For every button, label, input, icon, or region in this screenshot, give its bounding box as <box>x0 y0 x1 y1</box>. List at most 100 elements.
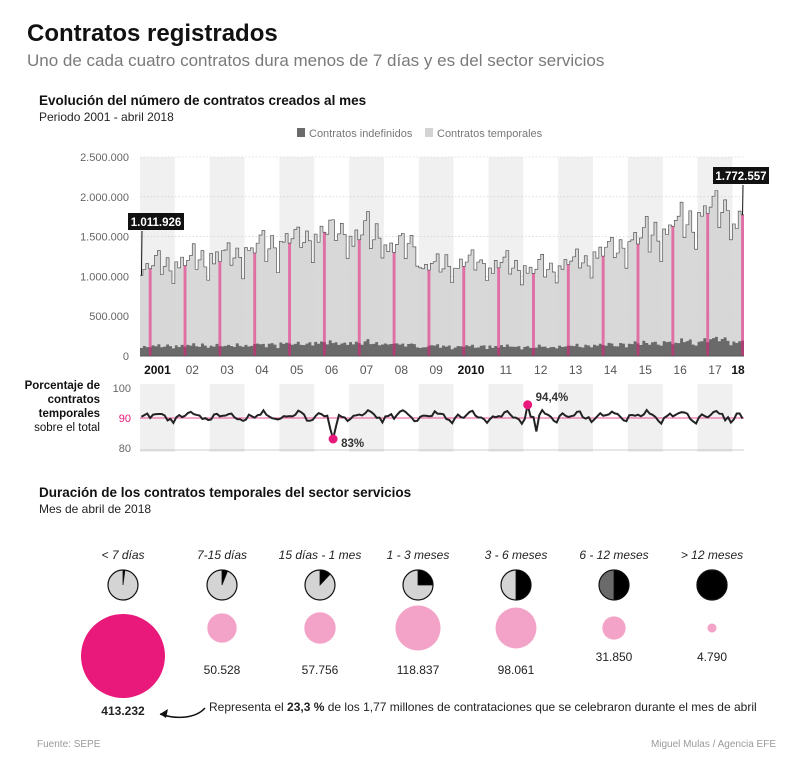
year-label: 14 <box>604 363 618 377</box>
annotation-box <box>128 213 184 230</box>
percentage-label: sobre el total <box>34 422 100 434</box>
year-label: 02 <box>186 363 200 377</box>
april-bar <box>288 243 291 356</box>
annotation-label: 1.011.926 <box>131 217 182 229</box>
value-bubble <box>304 612 336 644</box>
april-bar <box>148 268 152 356</box>
chart-subtitle-month: Mes de abril de 2018 <box>39 502 152 516</box>
value-bubble <box>395 605 441 651</box>
april-bar <box>532 273 535 356</box>
value-label: 50.528 <box>204 663 241 677</box>
value-bubble <box>602 616 626 640</box>
duration-bubbles-chart: < 7 días 413.232 7-15 días 50.528 15 días - … <box>81 548 757 719</box>
year-label: 03 <box>220 363 234 377</box>
year-label: 13 <box>569 363 583 377</box>
pie-slice <box>613 569 630 601</box>
min-marker <box>328 434 338 444</box>
y-tick-label: 0 <box>123 351 129 363</box>
legend-swatch <box>425 128 433 137</box>
april-bar <box>253 252 257 356</box>
value-bubble <box>81 614 165 698</box>
max-label: 94,4% <box>536 392 569 404</box>
value-label: 118.837 <box>397 663 440 677</box>
chart-subtitle-period: Periodo 2001 - abril 2018 <box>39 110 174 124</box>
annotation-box <box>713 167 769 184</box>
note-text-bold: 23,3 % <box>287 700 325 714</box>
y-tick-label: 1.500.000 <box>80 232 129 244</box>
april-bar <box>322 232 326 356</box>
pie-slice <box>417 569 434 586</box>
april-bar <box>462 266 466 356</box>
annotation-leader <box>140 230 143 276</box>
y-tick-label: 500.000 <box>89 311 129 323</box>
pie-slice <box>221 569 229 586</box>
pct-tick-label: 80 <box>119 443 131 455</box>
april-bar <box>706 213 710 356</box>
pct-tick-label: 90 <box>119 413 131 425</box>
percentage-label: Porcentaje de <box>25 380 100 392</box>
year-label: 04 <box>255 363 269 377</box>
year-label: 16 <box>673 363 687 377</box>
april-bar <box>566 264 570 356</box>
total-outline <box>140 190 744 286</box>
pie-slice <box>696 569 728 601</box>
duration-category: 7-15 días <box>197 548 247 562</box>
year-label: 2001 <box>144 363 171 377</box>
year-label: 12 <box>534 363 548 377</box>
year-label: 18 <box>731 363 745 377</box>
note-text-part: de los 1,77 millones de contrataciones q… <box>324 700 756 714</box>
y-tick-label: 2.000.000 <box>80 192 129 204</box>
value-label: 31.850 <box>596 650 633 664</box>
max-marker <box>523 400 533 410</box>
value-label: 57.756 <box>302 663 339 677</box>
min-label: 83% <box>341 438 364 450</box>
source-note: Fuente: SEPE <box>37 739 101 750</box>
year-label: 09 <box>430 363 444 377</box>
april-bar <box>671 226 675 356</box>
percentage-label: contratos <box>48 394 100 406</box>
pie-slice <box>122 569 126 586</box>
value-label: 413.232 <box>101 704 145 718</box>
duration-category: 6 - 12 meses <box>579 548 648 562</box>
value-bubble <box>207 613 237 643</box>
percentage-line <box>140 404 744 440</box>
pie-slice <box>515 569 532 601</box>
year-label: 07 <box>360 363 374 377</box>
april-bar <box>497 267 501 356</box>
legend-label: Contratos temporales <box>437 128 543 140</box>
duration-category: 15 días - 1 mes <box>279 548 362 562</box>
credit-note: Miguel Mulas / Agencia EFE <box>650 739 776 750</box>
april-bar <box>183 265 187 356</box>
year-label: 15 <box>639 363 653 377</box>
y-tick-label: 1.000.000 <box>80 271 129 283</box>
note-text-part: Representa el <box>209 700 287 714</box>
value-bubble <box>495 607 537 649</box>
legend-swatch <box>297 128 305 137</box>
pct-tick-label: 100 <box>113 383 131 395</box>
pie-slice <box>319 569 331 587</box>
chart-title-evolution: Evolución del número de contratos creado… <box>39 93 367 108</box>
note-arrowhead <box>160 709 168 718</box>
duration-category: > 12 meses <box>681 548 743 562</box>
april-bar <box>427 270 431 356</box>
april-bar <box>357 239 361 356</box>
april-bar <box>636 244 640 356</box>
value-label: 4.790 <box>697 650 727 664</box>
year-label: 2010 <box>458 363 485 377</box>
contracts-evolution-chart: 2.500.000 2.000.000 1.500.000 1.000.000 500.… <box>25 128 769 455</box>
duration-category: 1 - 3 meses <box>387 548 450 562</box>
april-bar <box>218 261 222 356</box>
value-label: 98.061 <box>498 663 535 677</box>
legend-label: Contratos indefinidos <box>309 128 413 140</box>
page-title: Contratos registrados <box>27 20 278 47</box>
page-subtitle: Uno de cada cuatro contratos dura menos … <box>27 51 605 70</box>
percentage-label: temporales <box>39 408 100 420</box>
year-label: 06 <box>325 363 339 377</box>
chart-title-duration: Duración de los contratos temporales del… <box>39 485 412 500</box>
annotation-label: 1.772.557 <box>715 171 766 183</box>
april-bar <box>601 256 605 356</box>
duration-category: < 7 días <box>101 548 144 562</box>
year-label: 05 <box>290 363 304 377</box>
value-bubble <box>707 623 717 633</box>
note-text: Representa el 23,3 % de los 1,77 millone… <box>209 700 757 714</box>
